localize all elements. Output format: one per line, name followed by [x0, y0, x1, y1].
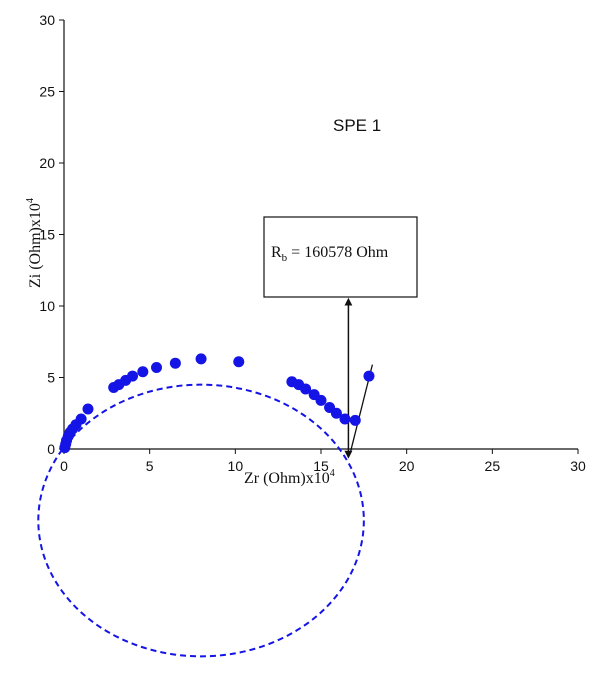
data-point	[315, 394, 327, 406]
x-tick-label: 30	[570, 458, 586, 474]
data-point	[75, 413, 87, 425]
x-axis-label: Zr (Ohm)x104	[244, 468, 335, 487]
rb-annotation-text: Rb = 160578 Ohm	[271, 244, 389, 264]
rb-symbol: R	[271, 244, 282, 261]
data-point	[233, 356, 245, 368]
fit-semicircle	[37, 383, 365, 658]
data-point	[82, 403, 94, 415]
data-point	[169, 357, 181, 369]
sample-label: SPE 1	[333, 116, 381, 135]
rb-annotation-box: Rb = 160578 Ohm	[263, 216, 418, 298]
x-tick-label: 25	[485, 458, 501, 474]
x-tick-label: 15	[313, 458, 329, 474]
x-tick-label: 5	[146, 458, 154, 474]
y-tick-label: 30	[39, 12, 55, 28]
x-tick-label: 0	[60, 458, 68, 474]
y-axis-label-exponent: 4	[25, 198, 36, 203]
data-point	[339, 413, 351, 425]
x-axis-label-text: Zr (Ohm)x10	[244, 470, 330, 487]
tick-labels: 0 5 10 15 20 25 30 0 5 10 15 20 25 30	[39, 12, 586, 474]
rb-subscript: b	[282, 252, 288, 264]
y-tick-label: 5	[47, 370, 55, 386]
y-tick-label: 0	[47, 441, 55, 457]
rb-value: = 160578 Ohm	[287, 244, 389, 261]
fit-circle-layer	[37, 383, 365, 658]
data-point	[195, 353, 207, 365]
data-point	[127, 370, 139, 382]
data-point	[151, 361, 163, 373]
data-point	[363, 370, 375, 382]
data-point	[330, 407, 342, 419]
y-tick-label: 10	[39, 298, 55, 314]
x-tick-label: 20	[399, 458, 415, 474]
data-points	[59, 353, 375, 454]
y-axis-label-text: Zi (Ohm)x10	[27, 203, 44, 288]
data-point	[137, 366, 149, 378]
y-tick-label: 20	[39, 155, 55, 171]
data-point	[349, 414, 361, 426]
rb-box	[263, 216, 418, 298]
x-axis-label-exponent: 4	[330, 468, 335, 479]
x-tick-label: 10	[228, 458, 244, 474]
y-tick-label: 15	[39, 227, 55, 243]
y-axis-label: Zi (Ohm)x104	[25, 198, 44, 288]
data-point	[300, 383, 312, 395]
y-tick-label: 25	[39, 84, 55, 100]
